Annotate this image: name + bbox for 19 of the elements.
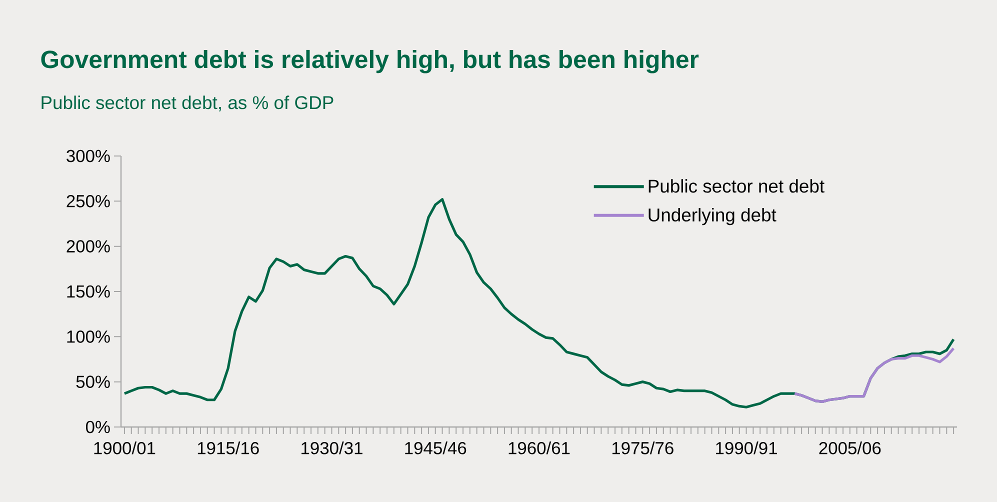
x-tick-label: 1930/31 — [302, 441, 362, 454]
y-tick-label: 250% — [66, 194, 110, 208]
x-tick-label: 1990/91 — [716, 441, 777, 454]
y-tick-label: 150% — [67, 285, 110, 298]
x-tick-label: 1975/76 — [612, 441, 674, 454]
y-tick-label: 300% — [66, 150, 110, 162]
x-tick-label: 1960/61 — [508, 441, 570, 454]
y-tick-label: 50% — [76, 376, 110, 388]
y-tick-label: 100% — [67, 330, 110, 343]
chart-title: Government debt is relatively high, but has been higher — [41, 50, 699, 74]
x-tick-label: 1900/01 — [94, 441, 156, 454]
chart-subtitle: Public sector net debt, as % of GDP — [42, 96, 334, 112]
x-tick-label: 2005/06 — [819, 441, 881, 454]
y-tick-label: 200% — [66, 240, 110, 252]
legend-label: Underlying debt — [648, 208, 776, 226]
y-tick-label: 0% — [86, 420, 110, 434]
x-tick-label: 1915/16 — [198, 441, 259, 454]
x-tick-label: 1945/46 — [405, 441, 466, 454]
legend-label: Public sector net debt — [648, 179, 824, 193]
